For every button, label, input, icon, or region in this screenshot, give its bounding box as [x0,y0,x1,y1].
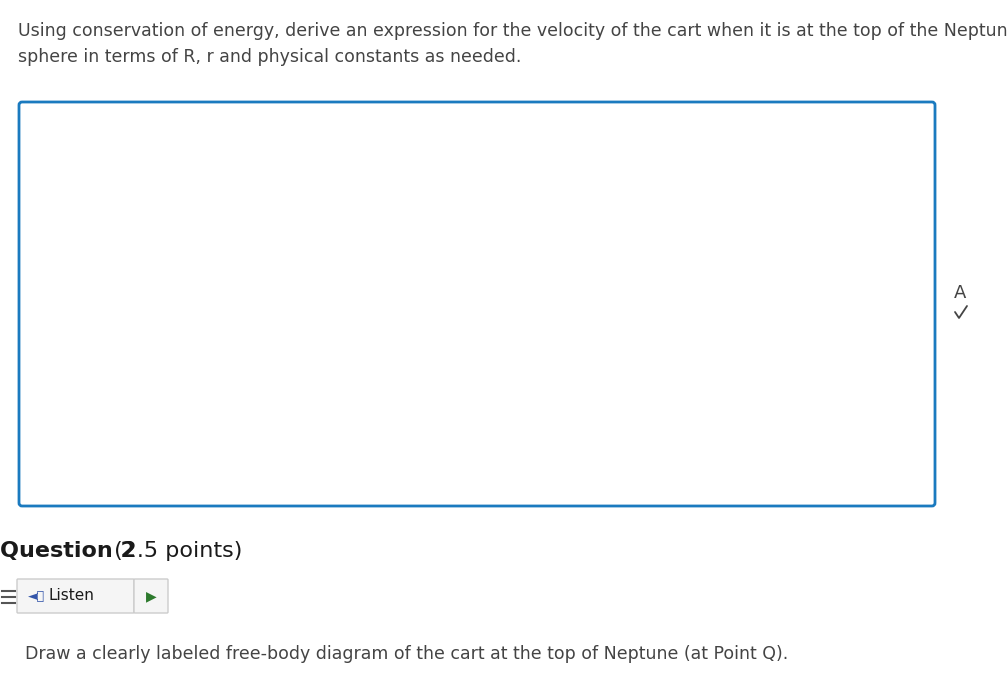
Text: ▶: ▶ [146,589,156,603]
FancyBboxPatch shape [17,579,134,613]
Text: Using conservation of energy, derive an expression for the velocity of the cart : Using conservation of energy, derive an … [18,22,1008,40]
Text: sphere in terms of R, r and physical constants as needed.: sphere in terms of R, r and physical con… [18,48,521,66]
FancyBboxPatch shape [134,579,168,613]
FancyBboxPatch shape [19,102,935,506]
Text: Listen: Listen [48,588,94,604]
Text: A: A [954,284,967,302]
Text: Question 2: Question 2 [0,541,136,561]
Text: (2.5 points): (2.5 points) [107,541,242,561]
Text: Draw a clearly labeled free-body diagram of the cart at the top of Neptune (at P: Draw a clearly labeled free-body diagram… [25,645,788,663]
Text: ◄⦿: ◄⦿ [28,590,45,602]
